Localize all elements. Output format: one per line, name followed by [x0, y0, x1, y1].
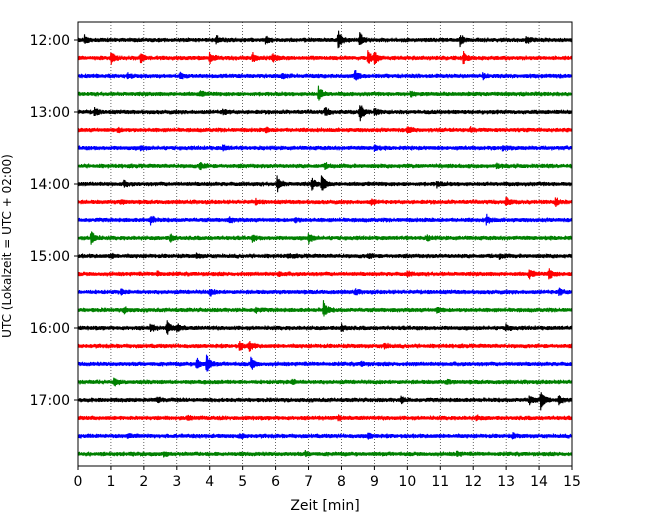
trace-1545	[77, 300, 573, 317]
trace-1245	[77, 85, 573, 101]
y-tick-label-2: 14:00	[30, 177, 70, 193]
x-tick-label-14: 14	[530, 474, 548, 490]
y-tick-label-0: 12:00	[30, 33, 70, 49]
x-tick-label-8: 8	[337, 474, 346, 490]
trace-1430	[77, 213, 573, 226]
trace-1315	[77, 126, 573, 134]
trace-1200	[77, 30, 573, 49]
x-tick-label-11: 11	[431, 474, 449, 490]
trace-1600	[77, 320, 573, 335]
x-tick-label-6: 6	[271, 474, 280, 490]
y-tick-label-1: 13:00	[30, 105, 70, 121]
x-tick-label-12: 12	[464, 474, 482, 490]
trace-1500	[77, 252, 573, 260]
trace-1515	[77, 268, 573, 280]
y-tick-label-4: 16:00	[30, 321, 70, 337]
axis-ticks: 0 1 2 3 4 5 6 7 8 9 10 11 12 13 14 1512:0013:0014:0015:…	[30, 33, 581, 490]
trace-1615	[77, 340, 573, 352]
x-tick-label-9: 9	[370, 474, 379, 490]
x-tick-label-5: 5	[238, 474, 247, 490]
trace-1445	[77, 231, 573, 245]
x-tick-label-15: 15	[563, 474, 581, 490]
trace-1645	[77, 377, 573, 387]
trace-1330	[77, 144, 573, 152]
trace-1730	[77, 432, 573, 440]
x-tick-label-1: 1	[106, 474, 115, 490]
trace-1745	[77, 450, 573, 458]
x-tick-label-0: 0	[74, 474, 83, 490]
trace-1230	[77, 69, 573, 81]
x-tick-label-3: 3	[172, 474, 181, 490]
trace-1300	[77, 105, 573, 122]
x-tick-label-13: 13	[497, 474, 515, 490]
trace-1630	[77, 354, 573, 372]
trace-1400	[77, 175, 573, 193]
trace-1700	[77, 392, 573, 411]
y-tick-label-3: 15:00	[30, 249, 70, 265]
trace-1345	[77, 162, 573, 171]
x-tick-label-10: 10	[398, 474, 416, 490]
plot-frame	[77, 21, 573, 467]
x-axis-label: Zeit [min]	[290, 498, 359, 514]
x-tick-label-2: 2	[139, 474, 148, 490]
x-tick-label-4: 4	[205, 474, 214, 490]
trace-1530	[77, 287, 573, 297]
y-tick-label-5: 17:00	[30, 393, 70, 409]
x-tick-label-7: 7	[304, 474, 313, 490]
y-axis-label: UTC (Lokalzeit = UTC + 02:00)	[0, 154, 14, 338]
trace-group	[77, 30, 573, 458]
trace-1215	[77, 50, 573, 65]
trace-1415	[77, 196, 573, 207]
trace-1715	[77, 414, 573, 422]
